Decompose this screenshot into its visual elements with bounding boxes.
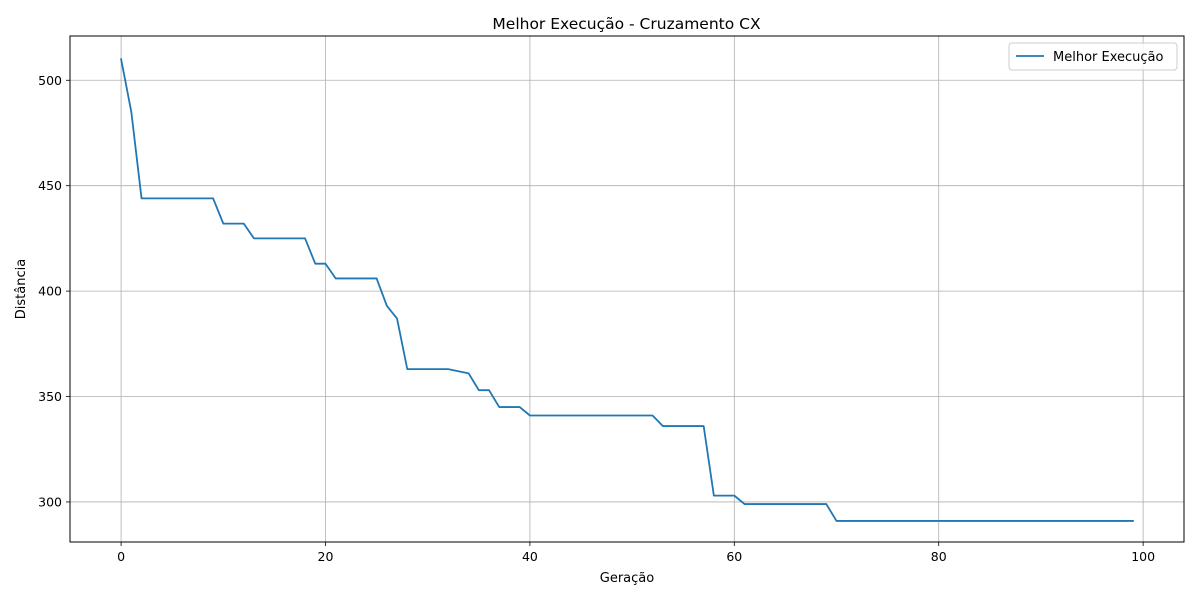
legend: Melhor Execução [1008, 42, 1178, 71]
y-tick-label: 500 [38, 73, 62, 88]
series-layer [120, 58, 1134, 522]
grid-lines [70, 36, 1184, 542]
y-tick-label: 300 [38, 494, 62, 509]
chart-title: Melhor Execução - Cruzamento CX [492, 15, 761, 33]
legend-label: Melhor Execução [1053, 50, 1164, 65]
legend-box [1008, 42, 1178, 71]
x-axis-ticks: 0 20 40 60 80 100 [117, 542, 1155, 564]
x-tick-label: 20 [318, 549, 334, 564]
y-axis-ticks: 300 350 400 450 500 [38, 73, 70, 509]
x-axis-label: Geração [600, 571, 654, 586]
x-tick-label: 0 [117, 549, 125, 564]
series-line [120, 58, 1134, 522]
y-tick-label: 400 [38, 284, 62, 299]
x-tick-label: 100 [1131, 549, 1155, 564]
y-tick-label: 350 [38, 389, 62, 404]
plot-frame [69, 35, 1185, 543]
x-tick-label: 80 [931, 549, 947, 564]
y-axis-label: Distância [14, 259, 29, 319]
y-tick-label: 450 [38, 178, 62, 193]
x-tick-label: 40 [522, 549, 538, 564]
x-tick-label: 60 [726, 549, 742, 564]
